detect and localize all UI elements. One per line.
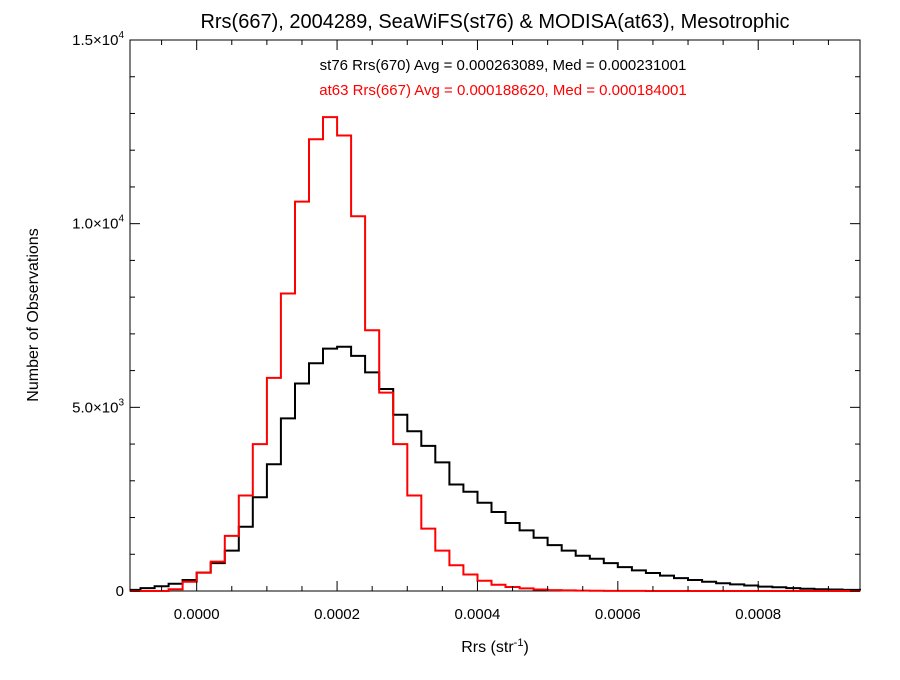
chart-title: Rrs(667), 2004289, SeaWiFS(st76) & MODIS… [200, 11, 789, 33]
annotation-st76: st76 Rrs(670) Avg = 0.000263089, Med = 0… [320, 57, 687, 74]
x-tick-label: 0.0002 [314, 606, 360, 623]
y-tick-label: 5.0×103 [72, 397, 124, 416]
series-line-1 [130, 116, 860, 592]
y-tick-label: 1.5×104 [72, 30, 124, 49]
plot-frame [129, 39, 861, 592]
x-tick-label: 0.0008 [735, 606, 781, 623]
annotation-at63: at63 Rrs(667) Avg = 0.000188620, Med = 0… [319, 82, 687, 99]
y-axis-label: Number of Observations [25, 228, 42, 401]
series-layer [130, 116, 861, 592]
axis-ticks: 0.0000 0.0002 0.0004 0.0006 0.0008 0 5.0×103 1.… [72, 30, 860, 623]
plot-area-border [129, 39, 861, 592]
series-line-0 [130, 345, 861, 591]
x-tick-label: 0.0006 [595, 606, 641, 623]
y-tick-label: 0 [116, 583, 124, 600]
x-axis-label-main: Rrs (str [461, 639, 514, 656]
x-tick-label: 0.0004 [455, 606, 501, 623]
x-axis-label-close: ) [523, 639, 528, 656]
x-axis-label: Rrs (str-1) [461, 637, 529, 656]
annotations: st76 Rrs(670) Avg = 0.000263089, Med = 0… [319, 57, 687, 99]
y-tick-label: 1.0×104 [72, 214, 124, 233]
x-tick-label: 0.0000 [174, 606, 220, 623]
x-axis-label-exponent: -1 [514, 637, 524, 649]
